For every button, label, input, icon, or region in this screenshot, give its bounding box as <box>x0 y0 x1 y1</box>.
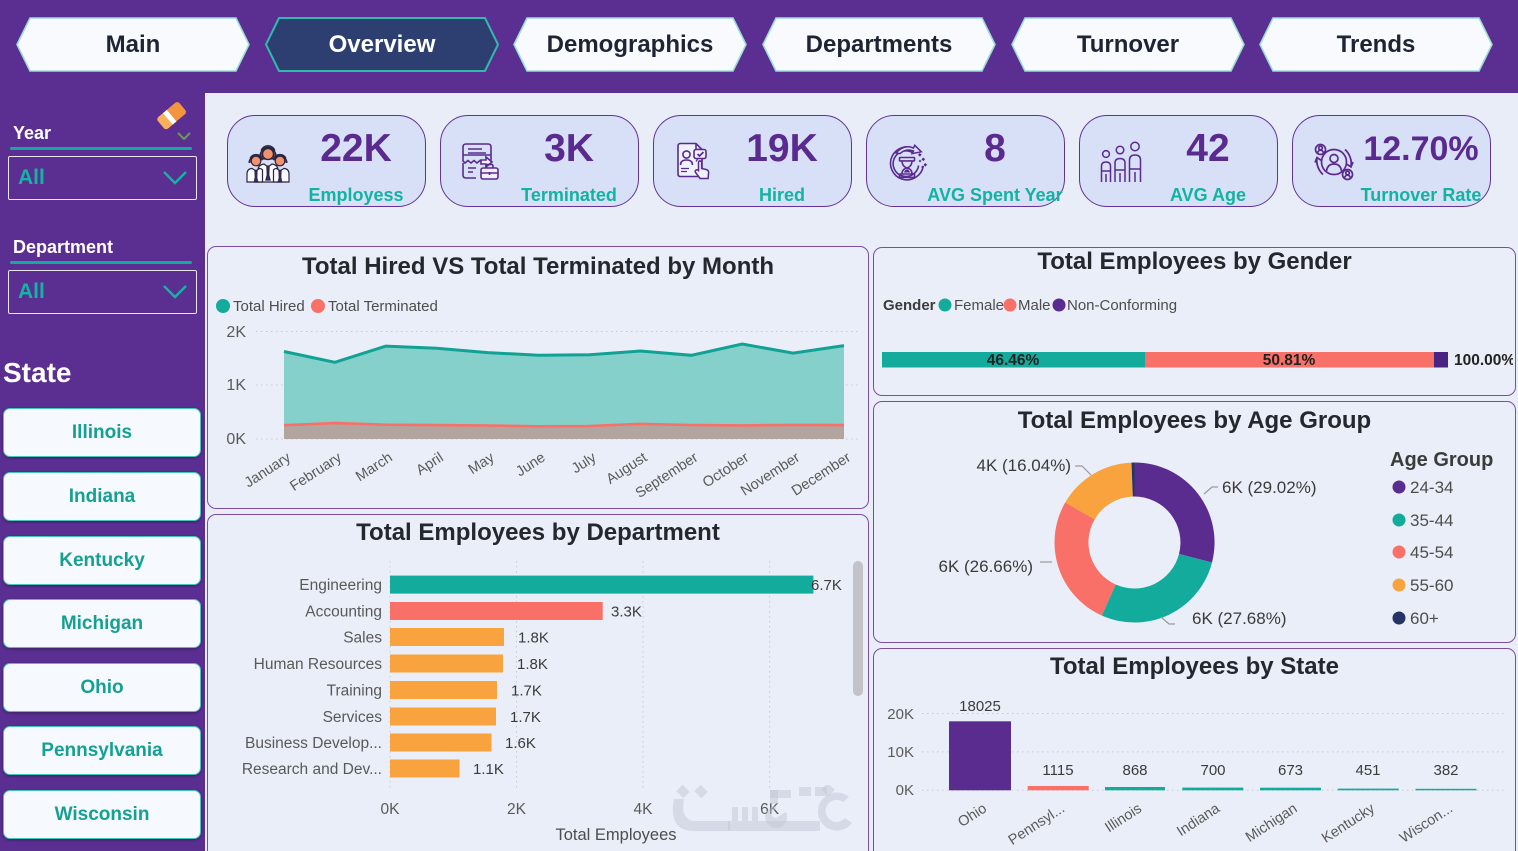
svg-text:May: May <box>466 449 498 478</box>
svg-text:3.3K: 3.3K <box>611 604 642 621</box>
svg-text:2K: 2K <box>507 801 527 818</box>
svg-text:January: January <box>242 449 295 491</box>
svg-text:Illinois: Illinois <box>1102 801 1145 836</box>
svg-text:1.8K: 1.8K <box>518 630 549 647</box>
svg-text:20K: 20K <box>887 706 914 723</box>
svg-text:700: 700 <box>1200 762 1225 779</box>
svg-text:60+: 60+ <box>1410 609 1439 628</box>
svg-text:Research and Dev...: Research and Dev... <box>242 761 382 778</box>
svg-text:673: 673 <box>1278 762 1303 779</box>
svg-text:4K: 4K <box>634 801 654 818</box>
svg-text:Engineering: Engineering <box>299 577 382 594</box>
svg-text:1.8K: 1.8K <box>517 656 548 673</box>
svg-text:Wiscon...: Wiscon... <box>1397 801 1456 847</box>
svg-text:Human Resources: Human Resources <box>254 656 383 673</box>
svg-text:Accounting: Accounting <box>305 604 382 621</box>
svg-text:1K: 1K <box>226 377 246 394</box>
svg-text:2K: 2K <box>226 324 246 341</box>
svg-text:Services: Services <box>323 709 383 726</box>
svg-text:Non-Conforming: Non-Conforming <box>1067 297 1177 314</box>
svg-text:6K (29.02%): 6K (29.02%) <box>1222 478 1317 497</box>
svg-text:6.7K: 6.7K <box>811 577 842 594</box>
svg-text:50.81%: 50.81% <box>1263 352 1316 369</box>
svg-text:1115: 1115 <box>1042 762 1073 779</box>
svg-text:Kentucky: Kentucky <box>1319 800 1378 846</box>
svg-text:18025: 18025 <box>959 698 1001 715</box>
svg-text:June: June <box>513 450 548 481</box>
svg-text:Male: Male <box>1018 297 1051 314</box>
svg-text:6K (26.66%): 6K (26.66%) <box>939 557 1034 576</box>
svg-text:Pennsyl...: Pennsyl... <box>1006 801 1068 849</box>
svg-text:Ohio: Ohio <box>955 801 989 831</box>
svg-text:0K: 0K <box>896 782 914 799</box>
svg-text:1.1K: 1.1K <box>473 761 504 778</box>
svg-text:35-44: 35-44 <box>1410 511 1453 530</box>
svg-text:10K: 10K <box>887 744 914 761</box>
svg-text:Age Group: Age Group <box>1390 449 1493 471</box>
svg-text:0K: 0K <box>381 801 401 818</box>
svg-text:Sales: Sales <box>343 630 382 647</box>
svg-text:382: 382 <box>1433 762 1458 779</box>
svg-text:Gender: Gender <box>883 297 936 314</box>
svg-text:4K (16.04%): 4K (16.04%) <box>977 456 1072 475</box>
svg-text:24-34: 24-34 <box>1410 478 1453 497</box>
svg-text:46.46%: 46.46% <box>987 352 1040 369</box>
svg-text:Indiana: Indiana <box>1174 800 1223 840</box>
svg-text:Total Employees: Total Employees <box>555 826 676 844</box>
svg-text:0K: 0K <box>226 431 246 448</box>
svg-text:1.6K: 1.6K <box>505 735 536 752</box>
svg-text:Total Terminated: Total Terminated <box>328 298 438 315</box>
svg-text:April: April <box>413 450 446 479</box>
svg-text:Female: Female <box>954 297 1004 314</box>
svg-text:February: February <box>287 449 345 494</box>
svg-text:868: 868 <box>1122 762 1147 779</box>
svg-text:1.7K: 1.7K <box>511 683 542 700</box>
svg-text:55-60: 55-60 <box>1410 576 1453 595</box>
svg-text:6K (27.68%): 6K (27.68%) <box>1192 609 1287 628</box>
svg-text:March: March <box>353 450 396 485</box>
svg-text:45-54: 45-54 <box>1410 543 1453 562</box>
svg-text:Michigan: Michigan <box>1243 801 1300 846</box>
svg-text:100.00%: 100.00% <box>1454 352 1513 369</box>
svg-text:July: July <box>569 449 600 477</box>
svg-text:Total Hired: Total Hired <box>233 298 305 315</box>
svg-text:Business Develop...: Business Develop... <box>245 735 382 752</box>
svg-text:Training: Training <box>327 683 382 700</box>
svg-text:1.7K: 1.7K <box>510 709 541 726</box>
svg-text:451: 451 <box>1355 762 1380 779</box>
